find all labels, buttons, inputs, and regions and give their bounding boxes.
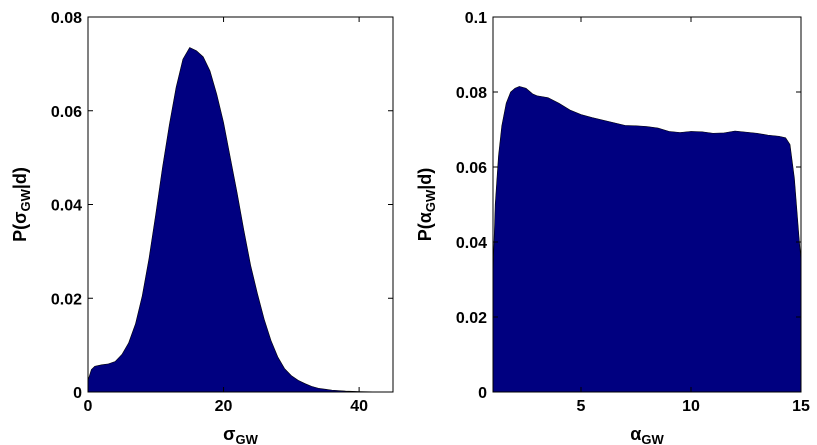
- y-axis-title: P(αGW|d): [415, 168, 438, 242]
- x-tick-label: 15: [792, 398, 810, 415]
- x-axis-title: σGW: [223, 424, 258, 445]
- y-axis-title: P(σGW|d): [10, 167, 33, 242]
- y-tick-label: 0.06: [51, 104, 82, 121]
- x-axis-title: αGW: [630, 424, 664, 445]
- y-axis-prefix: P(: [10, 224, 30, 242]
- y-axis-suffix: |d): [10, 167, 30, 189]
- x-tick-label: 20: [215, 398, 233, 415]
- x-axis-symbol: σ: [223, 424, 235, 444]
- y-tick-label: 0.08: [51, 10, 82, 27]
- y-tick-label: 0: [478, 385, 487, 402]
- x-tick-label: 10: [682, 398, 700, 415]
- y-axis-suffix: |d): [415, 168, 435, 190]
- y-tick-label: 0.02: [456, 310, 487, 327]
- y-axis-symbol: α: [415, 212, 435, 223]
- x-tick-label: 5: [577, 398, 586, 415]
- y-tick-label: 0: [73, 385, 82, 402]
- density-area: [87, 47, 394, 393]
- axes-box: [492, 16, 802, 393]
- x-tick-label: 40: [350, 398, 368, 415]
- y-tick-label: 0.02: [51, 291, 82, 308]
- y-tick-label: 0.08: [456, 85, 487, 102]
- y-axis-symbol: σ: [10, 212, 30, 224]
- y-tick-label: 0.1: [465, 10, 487, 27]
- y-axis-subscript: GW: [18, 188, 33, 211]
- y-tick-label: 0.04: [51, 198, 82, 215]
- x-tick-label: 0: [84, 398, 93, 415]
- x-axis-subscript: GW: [235, 432, 258, 445]
- x-axis-symbol: α: [630, 424, 641, 444]
- x-axis-subscript: GW: [641, 432, 664, 445]
- y-tick-label: 0.06: [456, 160, 487, 177]
- y-axis-subscript: GW: [423, 189, 438, 212]
- y-axis-prefix: P(: [415, 223, 435, 241]
- density-area: [492, 86, 802, 393]
- y-tick-label: 0.04: [456, 235, 487, 252]
